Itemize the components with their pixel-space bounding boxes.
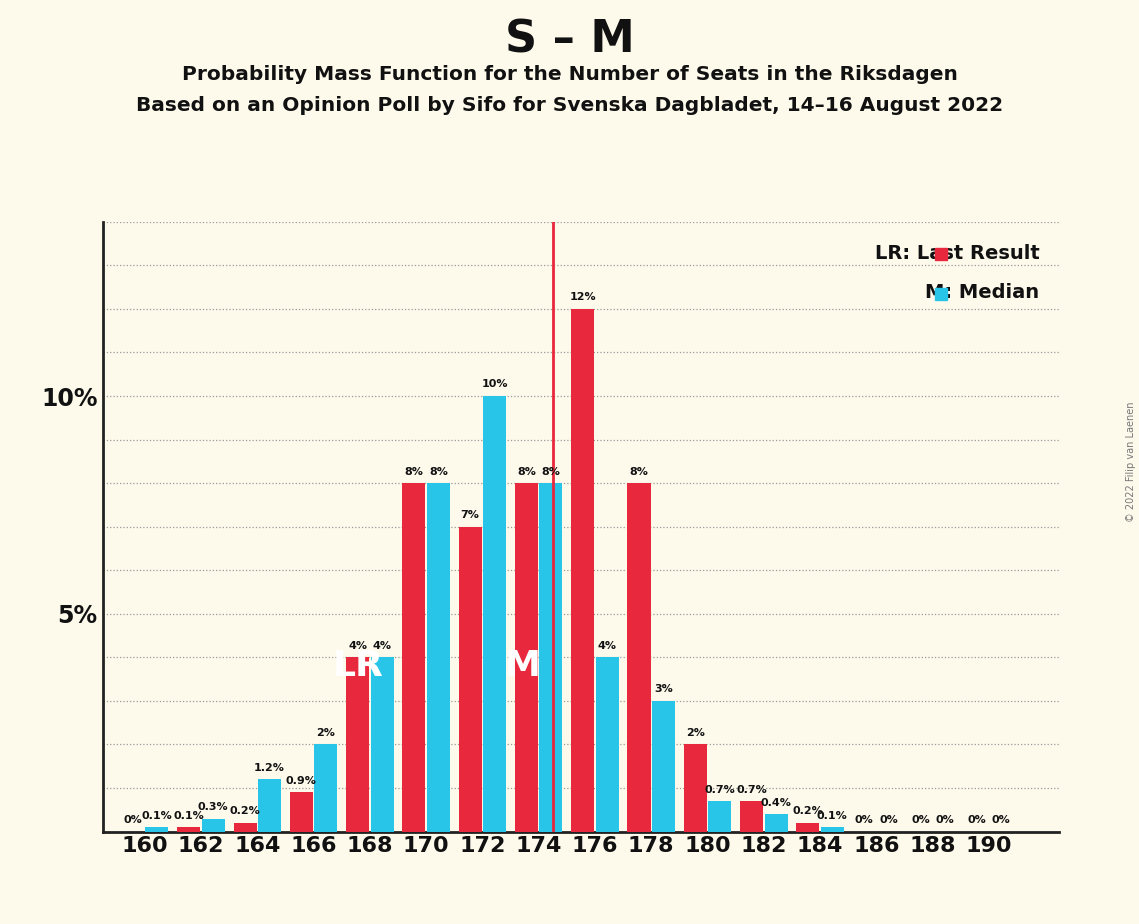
Text: 4%: 4% — [598, 641, 616, 650]
Text: 8%: 8% — [541, 467, 560, 477]
Text: 4%: 4% — [372, 641, 392, 650]
Bar — [459, 527, 482, 832]
Text: Based on an Opinion Poll by Sifo for Svenska Dagbladet, 14–16 August 2022: Based on an Opinion Poll by Sifo for Sve… — [136, 96, 1003, 116]
Bar — [146, 827, 169, 832]
Text: 8%: 8% — [630, 467, 648, 477]
Text: S – M: S – M — [505, 18, 634, 62]
Text: 2%: 2% — [686, 728, 705, 738]
Bar — [821, 827, 844, 832]
Text: 8%: 8% — [517, 467, 535, 477]
Text: 0%: 0% — [879, 815, 898, 825]
Bar — [483, 396, 506, 832]
Text: 0.7%: 0.7% — [704, 784, 735, 795]
Text: 0.1%: 0.1% — [817, 810, 847, 821]
Text: 1.2%: 1.2% — [254, 763, 285, 772]
Bar — [402, 483, 425, 832]
Bar — [370, 657, 394, 832]
Text: 0.7%: 0.7% — [736, 784, 767, 795]
Bar — [427, 483, 450, 832]
Text: 7%: 7% — [460, 510, 480, 520]
Bar — [515, 483, 538, 832]
Bar — [683, 745, 707, 832]
Text: 0.2%: 0.2% — [230, 807, 261, 817]
Text: 12%: 12% — [570, 292, 596, 302]
Bar — [289, 793, 313, 832]
Bar — [233, 823, 256, 832]
Text: © 2022 Filip van Laenen: © 2022 Filip van Laenen — [1125, 402, 1136, 522]
Text: 0.1%: 0.1% — [173, 810, 204, 821]
Text: 0%: 0% — [992, 815, 1010, 825]
Bar — [314, 745, 337, 832]
Bar — [571, 309, 595, 832]
Text: 0%: 0% — [935, 815, 954, 825]
Text: 10%: 10% — [482, 380, 508, 390]
Text: Probability Mass Function for the Number of Seats in the Riksdagen: Probability Mass Function for the Number… — [181, 65, 958, 84]
Bar — [740, 801, 763, 832]
Bar — [178, 827, 200, 832]
Text: 0.9%: 0.9% — [286, 776, 317, 785]
Bar — [708, 801, 731, 832]
Text: 4%: 4% — [349, 641, 367, 650]
Bar — [652, 701, 675, 832]
Bar — [796, 823, 819, 832]
Bar — [540, 483, 563, 832]
Text: 0%: 0% — [911, 815, 929, 825]
Text: M: Median: M: Median — [926, 283, 1040, 302]
Text: 2%: 2% — [317, 728, 335, 738]
Text: LR: Last Result: LR: Last Result — [875, 244, 1040, 262]
Text: 8%: 8% — [404, 467, 424, 477]
Bar — [202, 819, 224, 832]
Text: 0%: 0% — [123, 815, 142, 825]
Text: LR: LR — [333, 649, 383, 683]
Text: 0.3%: 0.3% — [198, 802, 229, 812]
Text: 0%: 0% — [967, 815, 986, 825]
Text: M: M — [505, 649, 541, 683]
Text: 8%: 8% — [429, 467, 448, 477]
Text: 3%: 3% — [654, 685, 673, 695]
Text: 0.1%: 0.1% — [141, 810, 172, 821]
Bar — [346, 657, 369, 832]
Text: 0.4%: 0.4% — [761, 797, 792, 808]
Bar — [259, 779, 281, 832]
Text: 0%: 0% — [854, 815, 874, 825]
Text: 0.2%: 0.2% — [793, 807, 823, 817]
Bar — [596, 657, 618, 832]
Bar — [628, 483, 650, 832]
Bar — [764, 814, 787, 832]
